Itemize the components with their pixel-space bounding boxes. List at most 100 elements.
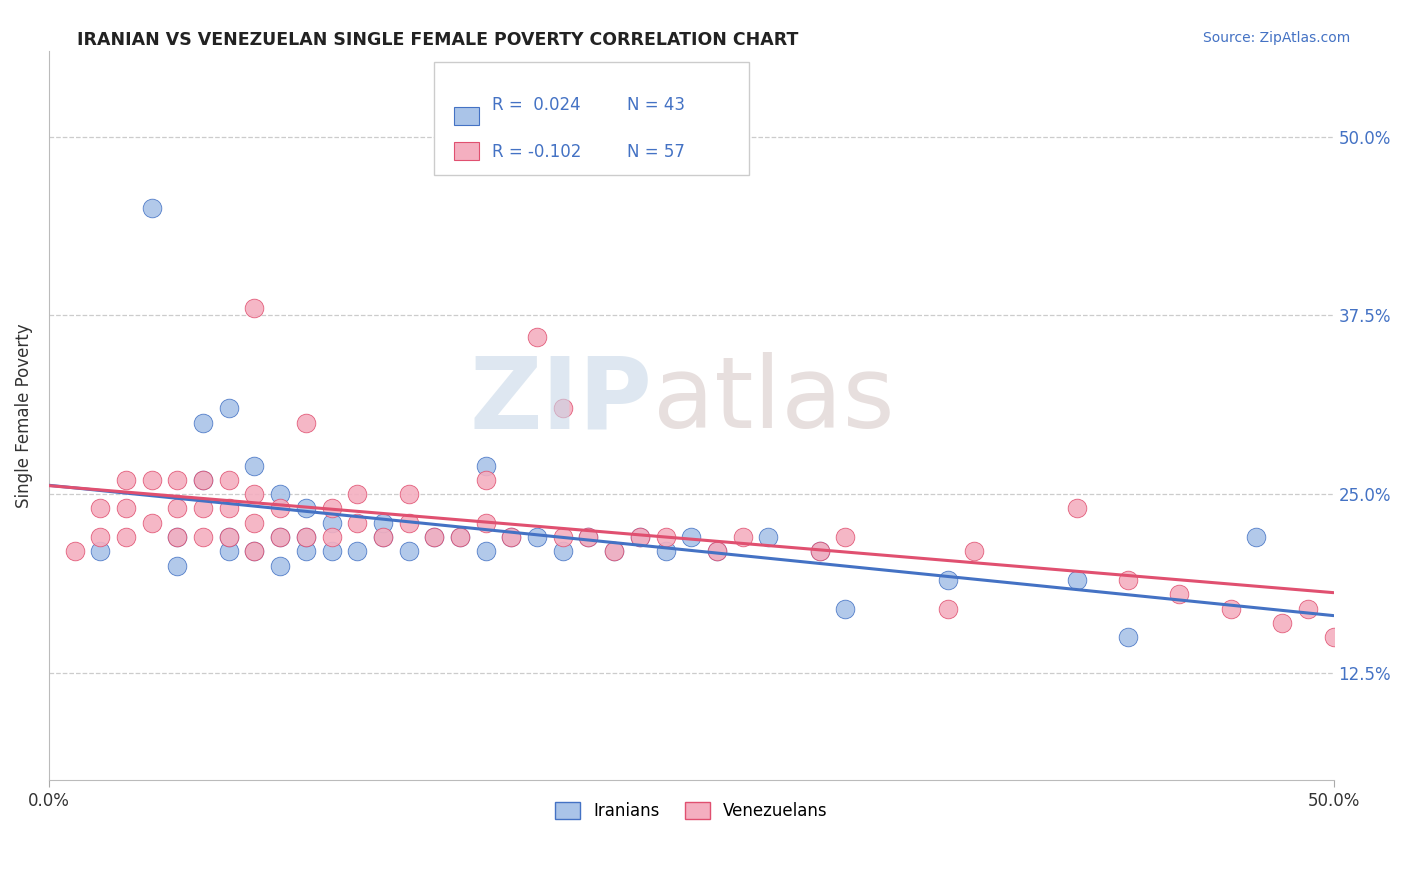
Point (449, 530, 471, 544)
Point (141, 516, 163, 530)
Point (191, 473, 214, 487)
Point (166, 473, 188, 487)
Text: Source: ZipAtlas.com: Source: ZipAtlas.com (1202, 31, 1350, 45)
Point (654, 544, 676, 558)
Point (115, 501, 138, 516)
Point (166, 558, 188, 573)
Point (398, 544, 420, 558)
Text: R = -0.102: R = -0.102 (492, 143, 582, 161)
Point (474, 458, 496, 473)
Point (89, 530, 111, 544)
Point (756, 530, 779, 544)
Point (834, 601, 856, 615)
Point (423, 530, 446, 544)
Point (321, 516, 343, 530)
Point (371, 530, 394, 544)
Point (321, 501, 343, 516)
Point (243, 516, 266, 530)
Point (141, 201, 163, 215)
Point (1168, 587, 1191, 601)
Point (808, 544, 831, 558)
Point (398, 487, 420, 501)
Point (218, 473, 240, 487)
Point (474, 544, 496, 558)
Point (474, 516, 496, 530)
Point (526, 530, 548, 544)
Point (1116, 630, 1139, 644)
Text: R =  0.024: R = 0.024 (492, 96, 581, 114)
Point (603, 544, 626, 558)
Point (346, 544, 368, 558)
FancyBboxPatch shape (434, 62, 749, 175)
Point (269, 501, 291, 516)
Point (628, 530, 651, 544)
Point (191, 473, 214, 487)
Point (551, 544, 574, 558)
Point (628, 530, 651, 544)
Point (89, 544, 111, 558)
Point (526, 330, 548, 344)
Point (1296, 601, 1319, 615)
Point (578, 530, 600, 544)
Text: IRANIAN VS VENEZUELAN SINGLE FEMALE POVERTY CORRELATION CHART: IRANIAN VS VENEZUELAN SINGLE FEMALE POVE… (77, 31, 799, 49)
Point (166, 530, 188, 544)
Point (243, 544, 266, 558)
Point (243, 487, 266, 501)
Point (295, 416, 318, 430)
Point (731, 530, 754, 544)
Point (423, 530, 446, 544)
Legend: Iranians, Venezuelans: Iranians, Venezuelans (548, 795, 834, 827)
Point (936, 573, 959, 587)
Point (963, 544, 986, 558)
Point (346, 516, 368, 530)
Point (269, 530, 291, 544)
Point (166, 530, 188, 544)
Point (218, 544, 240, 558)
Point (141, 473, 163, 487)
Point (218, 401, 240, 416)
Bar (454, 107, 479, 125)
Point (371, 516, 394, 530)
Text: N = 57: N = 57 (627, 143, 685, 161)
Point (295, 530, 318, 544)
Point (398, 516, 420, 530)
Point (371, 530, 394, 544)
Point (243, 544, 266, 558)
Point (269, 530, 291, 544)
Point (166, 501, 188, 516)
Point (191, 501, 214, 516)
Point (551, 401, 574, 416)
Point (936, 601, 959, 615)
Point (1219, 601, 1241, 615)
Point (501, 530, 523, 544)
Point (603, 544, 626, 558)
Point (115, 473, 138, 487)
Point (501, 530, 523, 544)
Point (1066, 501, 1088, 516)
Text: atlas: atlas (652, 352, 894, 450)
Point (346, 487, 368, 501)
Point (578, 530, 600, 544)
Point (1271, 615, 1294, 630)
Point (295, 530, 318, 544)
Point (89, 501, 111, 516)
Point (295, 501, 318, 516)
Point (654, 530, 676, 544)
Point (1066, 573, 1088, 587)
Point (321, 530, 343, 544)
Point (243, 301, 266, 316)
Point (269, 558, 291, 573)
Point (551, 530, 574, 544)
Point (295, 544, 318, 558)
Point (191, 416, 214, 430)
Point (834, 530, 856, 544)
Point (269, 487, 291, 501)
Bar (454, 143, 479, 161)
Point (681, 530, 703, 544)
Point (1246, 530, 1268, 544)
Point (706, 544, 728, 558)
Text: N = 43: N = 43 (627, 96, 685, 114)
Point (218, 530, 240, 544)
Point (191, 530, 214, 544)
Point (449, 530, 471, 544)
